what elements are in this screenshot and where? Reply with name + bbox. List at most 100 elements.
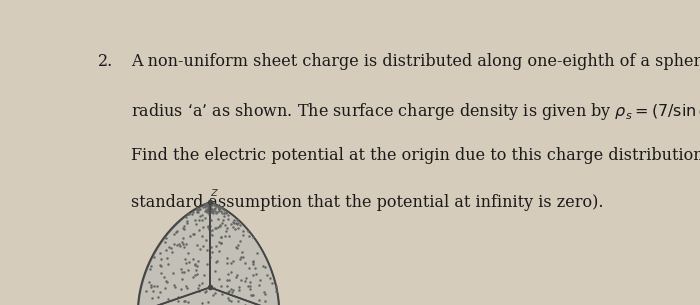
Point [193,259,204,264]
Point [182,251,193,256]
Point [251,251,262,256]
Point [209,203,220,208]
Point [199,216,210,221]
Point [223,277,234,282]
Point [191,242,202,247]
Point [214,222,225,227]
Point [222,212,233,217]
Point [214,240,225,245]
Point [178,244,190,249]
Point [172,294,183,299]
Point [219,223,230,228]
Point [192,208,203,213]
Point [216,283,227,288]
Point [202,208,214,213]
Point [225,221,237,226]
Point [200,202,211,207]
Point [223,217,234,221]
Point [216,240,227,245]
Point [178,298,189,303]
Point [188,274,199,279]
Point [206,209,217,214]
Point [193,206,204,211]
Point [148,283,160,288]
Point [244,234,255,239]
Point [223,288,235,293]
Point [202,248,213,253]
Point [197,224,208,229]
Point [231,245,242,250]
Point [210,203,221,208]
Text: Find the electric potential at the origin due to this charge distribution (with : Find the electric potential at the origi… [131,147,700,164]
Point [232,222,243,227]
Point [262,273,273,278]
Point [270,288,281,293]
Point [228,287,239,292]
Point [214,277,225,282]
Point [232,299,243,304]
Point [168,271,179,276]
Point [210,244,221,249]
Point [204,200,216,205]
Text: radius ‘a’ as shown. The surface charge density is given by $\rho_s = (7/\sin\th: radius ‘a’ as shown. The surface charge … [131,100,700,123]
Point [226,289,237,294]
Point [206,204,217,209]
Point [200,207,211,212]
Point [209,206,220,210]
Point [204,208,216,213]
Point [228,217,239,222]
Point [247,293,258,298]
Point [204,202,215,206]
Point [211,210,222,215]
Point [214,248,225,253]
Point [209,208,220,213]
Point [209,225,220,230]
Point [206,200,217,205]
Point [165,246,176,251]
Point [193,210,204,214]
Point [160,239,171,244]
Point [206,206,218,211]
Point [270,283,281,288]
Point [194,282,205,287]
Point [228,224,239,229]
Point [147,296,158,300]
Point [228,220,239,224]
Point [204,227,215,232]
Point [188,257,199,261]
Point [221,260,232,265]
Point [196,217,207,222]
Point [152,284,163,289]
Point [191,210,202,214]
Point [201,202,212,207]
Point [206,232,218,237]
Point [225,269,236,274]
Point [206,228,217,233]
Point [184,211,195,216]
Point [178,270,190,274]
Point [244,286,256,291]
Point [205,228,216,233]
Point [160,279,172,284]
Point [248,258,259,263]
Point [204,211,215,216]
Point [216,235,227,239]
Point [163,297,174,302]
Point [230,227,241,231]
Point [225,298,237,303]
Point [178,227,190,231]
Point [255,277,266,282]
Text: z: z [210,186,216,199]
Point [175,287,186,292]
Point [175,244,186,249]
Point [204,201,216,206]
Point [171,228,182,233]
Point [181,214,192,219]
Point [197,233,208,238]
Point [200,203,211,207]
Point [202,210,214,214]
Point [230,245,241,249]
Point [160,248,172,253]
Point [204,200,215,205]
Point [146,283,157,288]
